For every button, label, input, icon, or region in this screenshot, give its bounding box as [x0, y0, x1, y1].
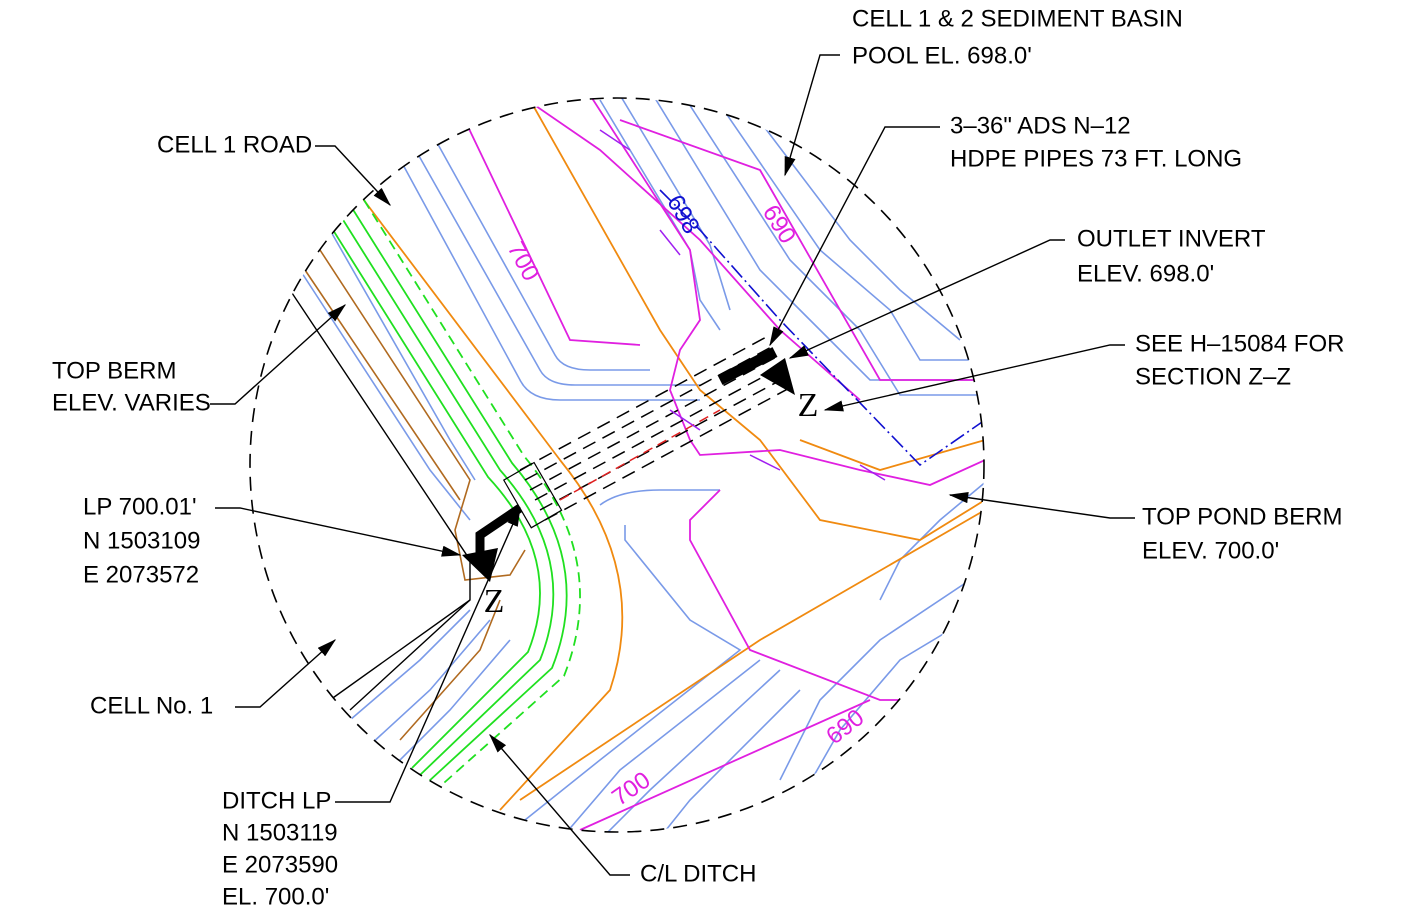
label: TOP BERM — [52, 357, 176, 384]
label: E 2073590 — [222, 851, 338, 878]
contour-label: 700 — [607, 767, 655, 812]
label: ELEV. VARIES — [52, 389, 211, 416]
label: LP 700.01' — [83, 493, 197, 520]
label: OUTLET INVERT — [1077, 225, 1266, 252]
detail-circle — [249, 97, 985, 833]
label: CELL 1 & 2 SEDIMENT BASIN — [852, 5, 1183, 32]
labels: CELL 1 & 2 SEDIMENT BASIN POOL EL. 698.0… — [52, 5, 1344, 910]
label: N 1503119 — [222, 819, 338, 846]
section-mark: Z — [798, 387, 819, 424]
contour-label: 690 — [757, 200, 801, 248]
label: ELEV. 698.0' — [1077, 260, 1214, 287]
label: CELL 1 ROAD — [157, 131, 312, 158]
label: SECTION Z–Z — [1135, 363, 1291, 390]
plan-linework — [289, 98, 984, 832]
label: E 2073572 — [83, 561, 199, 588]
label: 3–36" ADS N–12 — [950, 112, 1131, 139]
leaders — [210, 54, 1135, 876]
label: N 1503109 — [83, 527, 200, 554]
label: SEE H–15084 FOR — [1135, 330, 1344, 357]
label: DITCH LP — [222, 787, 331, 814]
label: C/L DITCH — [640, 860, 756, 887]
label: ELEV. 700.0' — [1142, 537, 1279, 564]
label: TOP POND BERM — [1142, 503, 1342, 530]
label: CELL No. 1 — [90, 692, 213, 719]
section-mark: Z — [484, 583, 505, 620]
label: POOL EL. 698.0' — [852, 42, 1032, 69]
contour-label: 690 — [821, 704, 869, 750]
label: HDPE PIPES 73 FT. LONG — [950, 145, 1242, 172]
label: EL. 700.0' — [222, 883, 329, 910]
contour-label: 700 — [502, 237, 545, 285]
